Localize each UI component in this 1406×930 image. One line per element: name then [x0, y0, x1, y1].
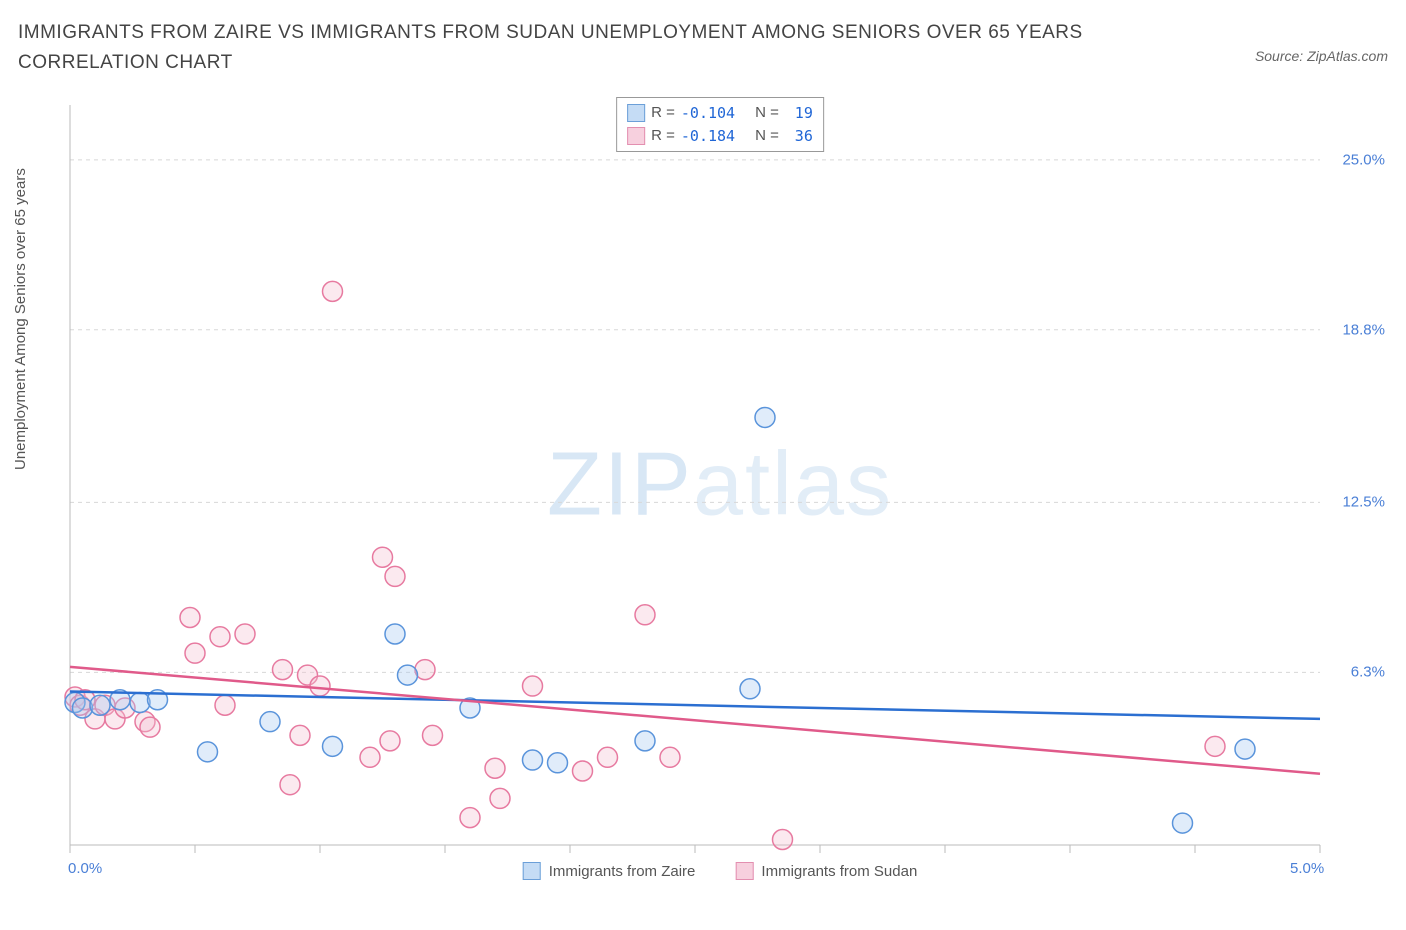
n-label: N = [755, 102, 779, 125]
swatch-zaire [627, 104, 645, 122]
r-value-sudan: -0.184 [681, 125, 735, 148]
r-label: R = [651, 102, 675, 125]
swatch-sudan [627, 127, 645, 145]
n-value-sudan: 36 [785, 125, 813, 148]
y-axis-label: Unemployment Among Seniors over 65 years [12, 168, 29, 470]
scatter-plot [60, 95, 1380, 875]
source-label: Source: ZipAtlas.com [1255, 48, 1388, 64]
n-value-zaire: 19 [785, 102, 813, 125]
n-label: N = [755, 125, 779, 148]
legend-row-zaire: R = -0.104 N = 19 [627, 102, 813, 125]
chart-title: IMMIGRANTS FROM ZAIRE VS IMMIGRANTS FROM… [18, 18, 1118, 79]
r-label: R = [651, 125, 675, 148]
correlation-legend: R = -0.104 N = 19 R = -0.184 N = 36 [616, 97, 824, 152]
chart-area: ZIPatlas R = -0.104 N = 19 R = -0.184 N … [60, 95, 1380, 875]
r-value-zaire: -0.104 [681, 102, 735, 125]
legend-row-sudan: R = -0.184 N = 36 [627, 125, 813, 148]
